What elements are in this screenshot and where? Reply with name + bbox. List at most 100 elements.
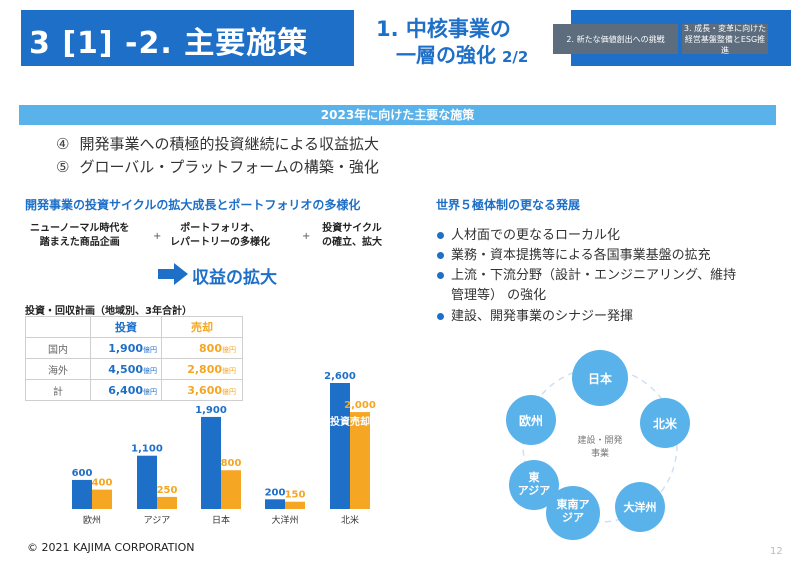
network-ring <box>522 367 678 523</box>
section-title: 3 [1] -2. 主要施策 <box>29 26 309 61</box>
bullet-dot-icon <box>437 252 444 259</box>
sell-value: 800億円 <box>161 337 243 359</box>
right-heading: 世界５極体制の更なる発展 <box>436 198 581 212</box>
node-east-asia: 東アジア <box>509 460 559 510</box>
plus-sign: + <box>302 231 311 242</box>
cycle-line1: ニューノーマル時代を <box>30 223 130 234</box>
cycle-item-planning: ニューノーマル時代を 踏まえた商品企画 <box>30 222 129 250</box>
invest-amount: 4,500 <box>108 362 143 376</box>
subtitle-line1: 1. 中核事業の <box>376 17 511 41</box>
bullet-text: 建設、開発事業のシナジー発揮 <box>451 309 634 324</box>
cycle-line2: レパートリーの多様化 <box>170 237 270 248</box>
bar-invest <box>201 416 221 509</box>
cycle-line1: 投資サイクル <box>322 223 382 234</box>
bar-value-label: 2,600 <box>324 371 356 382</box>
subtitle-box: 1. 中核事業の 一層の強化 2/2 <box>354 10 571 68</box>
subtitle-line2: 一層の強化 2/2 <box>396 39 528 68</box>
invest-value: 4,500億円 <box>90 358 162 380</box>
bar-sell <box>285 501 305 509</box>
bullet-dot-icon <box>437 232 444 239</box>
node-label: 東南アジア <box>557 497 590 524</box>
bullet-text: 上流・下流分野（設計・エンジニアリング、維持 <box>451 268 737 283</box>
unit-label: 億円 <box>143 366 157 375</box>
node-label: 大洋州 <box>624 500 657 514</box>
main-item-num: ⑤ <box>56 158 70 176</box>
node-label: 欧州 <box>519 413 543 428</box>
center-label-line2: 事業 <box>591 447 609 459</box>
node-label: 北米 <box>653 416 678 431</box>
table-row: 海外 4,500億円 2,800億円 <box>25 358 243 380</box>
node-japan: 日本 <box>572 350 628 406</box>
table-corner <box>25 316 91 338</box>
sell-amount: 800 <box>199 341 222 355</box>
header-sell: 売却 <box>161 316 243 338</box>
investment-table: 投資 売却 国内 1,900億円 800億円 海外 4,500億円 2,800億… <box>25 316 243 401</box>
node-label: 日本 <box>588 371 612 386</box>
bar-value-label: 400 <box>92 478 113 489</box>
bar-sell <box>157 496 177 509</box>
bullet-item: 建設、開発事業のシナジー発揮 <box>437 305 633 324</box>
category-label: 欧州 <box>83 514 101 526</box>
bullet-item: 人材面での更なるローカル化 <box>437 224 620 243</box>
main-item-text: 開発事業への積極的投資継続による収益拡大 <box>79 135 380 153</box>
copyright-footer: © 2021 KAJIMA CORPORATION <box>27 541 195 554</box>
main-item-num: ④ <box>56 135 70 153</box>
revenue-growth-label: 収益の拡大 <box>192 268 277 288</box>
arrow-right-icon <box>158 263 188 285</box>
bullet-item: 業務・資本提携等による各国事業基盤の拡充 <box>437 244 711 263</box>
main-item-text: グローバル・プラットフォームの構築・強化 <box>79 158 379 176</box>
sell-amount: 3,600 <box>187 383 222 397</box>
unit-label: 億円 <box>222 387 236 396</box>
node-southeast-asia: 東南アジア <box>546 486 600 540</box>
node-north-america: 北米 <box>640 398 690 448</box>
bar-value-label: 600 <box>72 468 93 479</box>
center-label-line1: 建設・開発 <box>577 434 622 446</box>
bar-invest <box>265 499 285 509</box>
left-heading: 開発事業の投資サイクルの拡大成長とポートフォリオの多様化 <box>25 198 361 212</box>
bar-value-label: 150 <box>285 490 306 501</box>
category-label: アジア <box>144 516 171 526</box>
bullet-item: 上流・下流分野（設計・エンジニアリング、維持 <box>437 264 736 283</box>
unit-label: 億円 <box>222 345 236 354</box>
bar-sell <box>221 470 241 509</box>
bar-invest <box>72 479 92 509</box>
cycle-item-portfolio: ポートフォリオ、 レパートリーの多様化 <box>170 222 270 250</box>
bar-value-label: 200 <box>265 487 286 498</box>
bar-value-label: 1,100 <box>131 444 163 455</box>
bar-value-label: 2,000 <box>344 400 376 411</box>
tab-esg[interactable]: 3. 成長・変革に向けた経営基盤整備とESG推進 <box>682 23 768 55</box>
bullet-continuation: 管理等） の強化 <box>451 288 547 303</box>
bullet-dot-icon <box>437 313 444 320</box>
category-label: 大洋州 <box>271 514 298 526</box>
bullet-text: 人材面での更なるローカル化 <box>451 228 621 243</box>
invest-value: 1,900億円 <box>90 337 162 359</box>
unit-label: 億円 <box>143 345 157 354</box>
node-label: 東アジア <box>518 470 551 497</box>
category-label: 北米 <box>341 514 359 526</box>
cycle-line1: ポートフォリオ、 <box>180 223 260 234</box>
bar-sell <box>350 412 370 509</box>
bar-value-label: 800 <box>221 458 242 469</box>
tab-new-value[interactable]: 2. 新たな価値創出への挑戦 <box>553 24 678 54</box>
node-europe: 欧州 <box>506 395 556 445</box>
bullet-dot-icon <box>437 272 444 279</box>
cycle-item-investment: 投資サイクル の確立、拡大 <box>322 222 382 250</box>
table-row: 国内 1,900億円 800億円 <box>25 337 243 359</box>
cycle-line2: の確立、拡大 <box>322 237 382 248</box>
bar-value-label: 1,900 <box>195 405 227 416</box>
main-item-5: ⑤ グローバル・プラットフォームの構築・強化 <box>56 156 379 177</box>
sell-value: 3,600億円 <box>161 379 243 401</box>
header-invest: 投資 <box>90 316 162 338</box>
sell-value: 2,800億円 <box>161 358 243 380</box>
page-number: 12 <box>770 546 783 557</box>
invest-amount: 1,900 <box>108 341 143 355</box>
series-label: 投資 <box>330 415 350 428</box>
bar-invest <box>137 455 157 509</box>
bar-value-label: 250 <box>157 485 178 496</box>
bar-sell <box>92 489 112 509</box>
bar-invest <box>330 383 350 509</box>
subtitle-page: 2/2 <box>502 48 529 66</box>
bullet-text: 業務・資本提携等による各国事業基盤の拡充 <box>451 248 711 263</box>
global-network-diagram: 建設・開発 事業 日本 北米 大洋州 東南アジア 東アジア 欧州 <box>506 350 690 540</box>
